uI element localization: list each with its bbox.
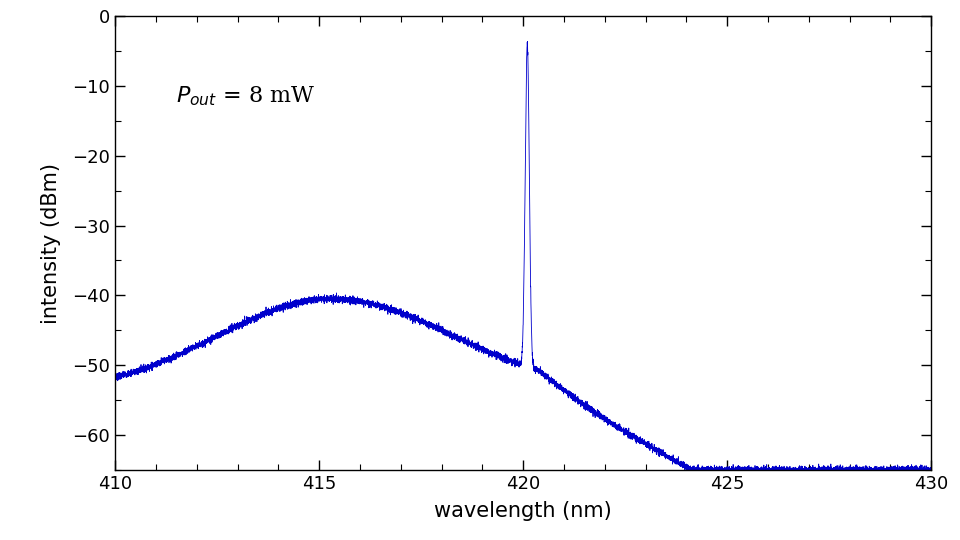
Y-axis label: intensity (dBm): intensity (dBm) bbox=[41, 163, 61, 323]
Text: $P_{out}$ = 8 mW: $P_{out}$ = 8 mW bbox=[177, 85, 316, 108]
X-axis label: wavelength (nm): wavelength (nm) bbox=[434, 501, 612, 521]
